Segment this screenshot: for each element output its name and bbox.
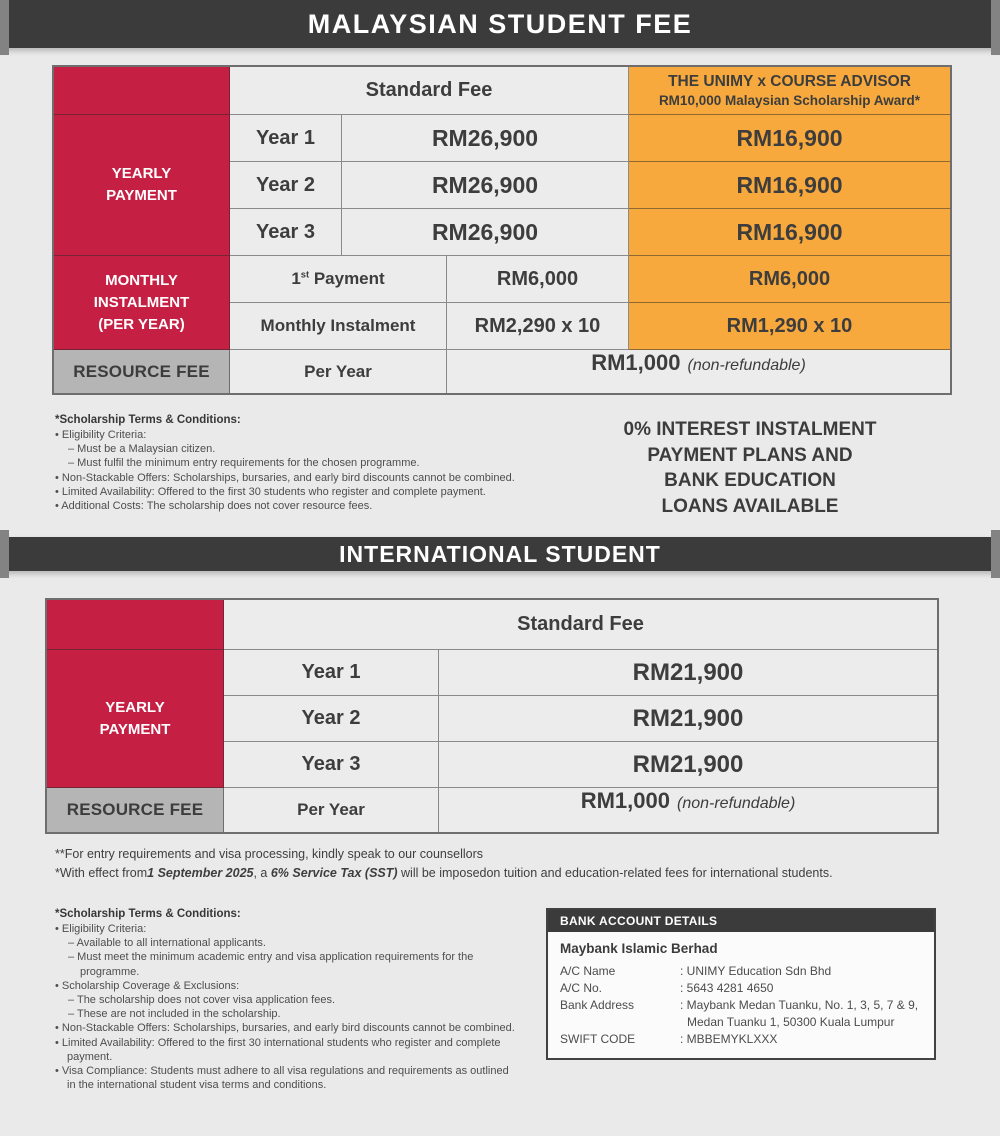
year1-standard-fee: RM21,900	[439, 650, 937, 696]
bank-row-label	[560, 1014, 680, 1031]
bank-row-label: Bank Address	[560, 998, 635, 1012]
bank-row-address-cont: Medan Tuanku 1, 50300 Kuala Lumpur	[560, 1014, 922, 1031]
bank-details-body: Maybank Islamic Berhad A/C Name : UNIMY …	[548, 932, 934, 1058]
year3-standard-fee: RM26,900	[342, 209, 629, 256]
standard-fee-header: Standard Fee	[224, 600, 937, 650]
international-fee-table: Standard Fee YEARLY PAYMENT Year 1 RM21,…	[45, 598, 939, 834]
terms-heading: *Scholarship Terms & Conditions:	[55, 414, 241, 426]
bank-row-value: : 5643 4281 4650	[680, 981, 774, 995]
bank-row-ac-no: A/C No. : 5643 4281 4650	[560, 980, 922, 997]
standard-fee-header: Standard Fee	[230, 67, 629, 115]
bank-row-label: A/C Name	[560, 964, 616, 978]
scholarship-header: THE UNIMY x COURSE ADVISOR RM10,000 Mala…	[629, 67, 950, 115]
first-payment-label: 1st Payment	[230, 256, 447, 303]
monthly-instalment-row-label: Monthly Instalment	[230, 303, 447, 350]
resource-fee-label: RESOURCE FEE	[47, 788, 224, 832]
terms-item: • Non-Stackable Offers: Scholarships, bu…	[55, 471, 515, 484]
scholarship-header-line1: THE UNIMY x COURSE ADVISOR	[668, 73, 911, 90]
terms-item: • Scholarship Coverage & Exclusions:	[55, 979, 240, 992]
bank-details-header: BANK ACCOUNT DETAILS	[548, 910, 934, 932]
scholarship-header-line2: RM10,000 Malaysian Scholarship Award*	[658, 93, 921, 108]
year3-scholarship-fee: RM16,900	[629, 209, 950, 256]
header-corner-cell	[47, 600, 224, 650]
terms-item: – Must fulfil the minimum entry requirem…	[68, 457, 420, 470]
terms-item: – Must meet the minimum academic entry a…	[68, 951, 474, 978]
malaysian-banner-title: MALAYSIAN STUDENT FEE	[307, 8, 693, 39]
terms-item: • Additional Costs: The scholarship does…	[55, 500, 373, 513]
bank-row-label: A/C No.	[560, 981, 603, 995]
resource-fee-note: (non-refundable)	[687, 357, 806, 374]
year3-label: Year 3	[230, 209, 342, 256]
bank-row-value: : UNIMY Education Sdn Bhd	[680, 964, 832, 978]
resource-fee-amount: RM1,000	[591, 350, 681, 375]
bank-row-label: SWIFT CODE	[560, 1032, 636, 1046]
terms-item: • Limited Availability: Offered to the f…	[55, 1036, 501, 1063]
resource-fee-value: RM1,000 (non-refundable)	[447, 350, 950, 393]
resource-fee-period: Per Year	[224, 788, 439, 832]
monthly-instalment-scholarship: RM1,290 x 10	[629, 303, 950, 350]
first-payment-scholarship: RM6,000	[629, 256, 950, 303]
bank-account-details-box: BANK ACCOUNT DETAILS Maybank Islamic Ber…	[546, 908, 936, 1060]
international-student-banner: INTERNATIONAL STUDENT	[0, 530, 1000, 578]
resource-fee-note: (non-refundable)	[676, 795, 796, 812]
header-corner-cell	[54, 67, 230, 115]
year2-label: Year 2	[224, 696, 439, 742]
instalment-promo-text: 0% INTEREST INSTALMENT PAYMENT PLANS AND…	[623, 419, 877, 517]
malaysian-student-fee-banner: MALAYSIAN STUDENT FEE	[0, 0, 1000, 55]
resource-fee-amount: RM1,000	[580, 788, 670, 813]
yearly-payment-label: YEARLY PAYMENT	[47, 650, 224, 788]
bank-row-value: : Maybank Medan Tuanku, No. 1, 3, 5, 7 &…	[680, 998, 919, 1012]
year2-standard-fee: RM26,900	[342, 162, 629, 209]
terms-item: – Available to all international applica…	[68, 937, 266, 950]
malaysian-scholarship-terms: *Scholarship Terms & Conditions: • Eligi…	[55, 414, 600, 513]
monthly-instalment-standard: RM2,290 x 10	[447, 303, 629, 350]
sst-tax-rate: 6% Service Tax (SST)	[270, 865, 398, 880]
resource-fee-label: RESOURCE FEE	[54, 350, 230, 393]
note-visa-counsellors: **For entry requirements and visa proces…	[55, 847, 483, 861]
year2-label: Year 2	[230, 162, 342, 209]
malaysian-fee-table: Standard Fee THE UNIMY x COURSE ADVISOR …	[52, 65, 952, 395]
bank-row-swift: SWIFT CODE : MBBEMYKLXXX	[560, 1031, 922, 1048]
international-notes: **For entry requirements and visa proces…	[55, 845, 955, 882]
terms-item: • Limited Availability: Offered to the f…	[55, 485, 486, 498]
terms-item: • Visa Compliance: Students must adhere …	[55, 1065, 509, 1092]
bank-row-address: Bank Address : Maybank Medan Tuanku, No.…	[560, 997, 922, 1014]
terms-item: • Eligibility Criteria:	[55, 429, 147, 441]
bank-name: Maybank Islamic Berhad	[560, 941, 718, 956]
resource-fee-period: Per Year	[230, 350, 447, 393]
international-scholarship-terms: *Scholarship Terms & Conditions: • Eligi…	[55, 908, 520, 1092]
first-payment-text: 1st Payment	[291, 269, 385, 288]
terms-item: • Eligibility Criteria:	[55, 923, 147, 935]
monthly-instalment-label: MONTHLY INSTALMENT (PER YEAR)	[54, 256, 230, 350]
terms-item: • Non-Stackable Offers: Scholarships, bu…	[55, 1022, 515, 1035]
year2-standard-fee: RM21,900	[439, 696, 937, 742]
year1-label: Year 1	[230, 115, 342, 162]
terms-item: – Must be a Malaysian citizen.	[68, 443, 216, 456]
bank-row-ac-name: A/C Name : UNIMY Education Sdn Bhd	[560, 963, 922, 980]
yearly-payment-label: YEARLY PAYMENT	[54, 115, 230, 256]
resource-fee-value: RM1,000 (non-refundable)	[439, 788, 937, 832]
international-banner-title: INTERNATIONAL STUDENT	[339, 540, 661, 567]
terms-item: – The scholarship does not cover visa ap…	[68, 994, 336, 1007]
bank-row-value: Medan Tuanku 1, 50300 Kuala Lumpur	[687, 1015, 895, 1029]
first-payment-standard: RM6,000	[447, 256, 629, 303]
terms-item: – These are not included in the scholars…	[68, 1008, 281, 1021]
terms-heading: *Scholarship Terms & Conditions:	[55, 908, 241, 920]
year2-scholarship-fee: RM16,900	[629, 162, 950, 209]
ordinal-suffix: st	[300, 269, 310, 280]
year1-scholarship-fee: RM16,900	[629, 115, 950, 162]
note-sst: *With effect from1 September 2025, a 6% …	[55, 865, 833, 880]
year3-standard-fee: RM21,900	[439, 742, 937, 788]
sst-effective-date: 1 September 2025	[147, 865, 254, 880]
year1-standard-fee: RM26,900	[342, 115, 629, 162]
year1-label: Year 1	[224, 650, 439, 696]
year3-label: Year 3	[224, 742, 439, 788]
bank-row-value: : MBBEMYKLXXX	[680, 1032, 778, 1046]
